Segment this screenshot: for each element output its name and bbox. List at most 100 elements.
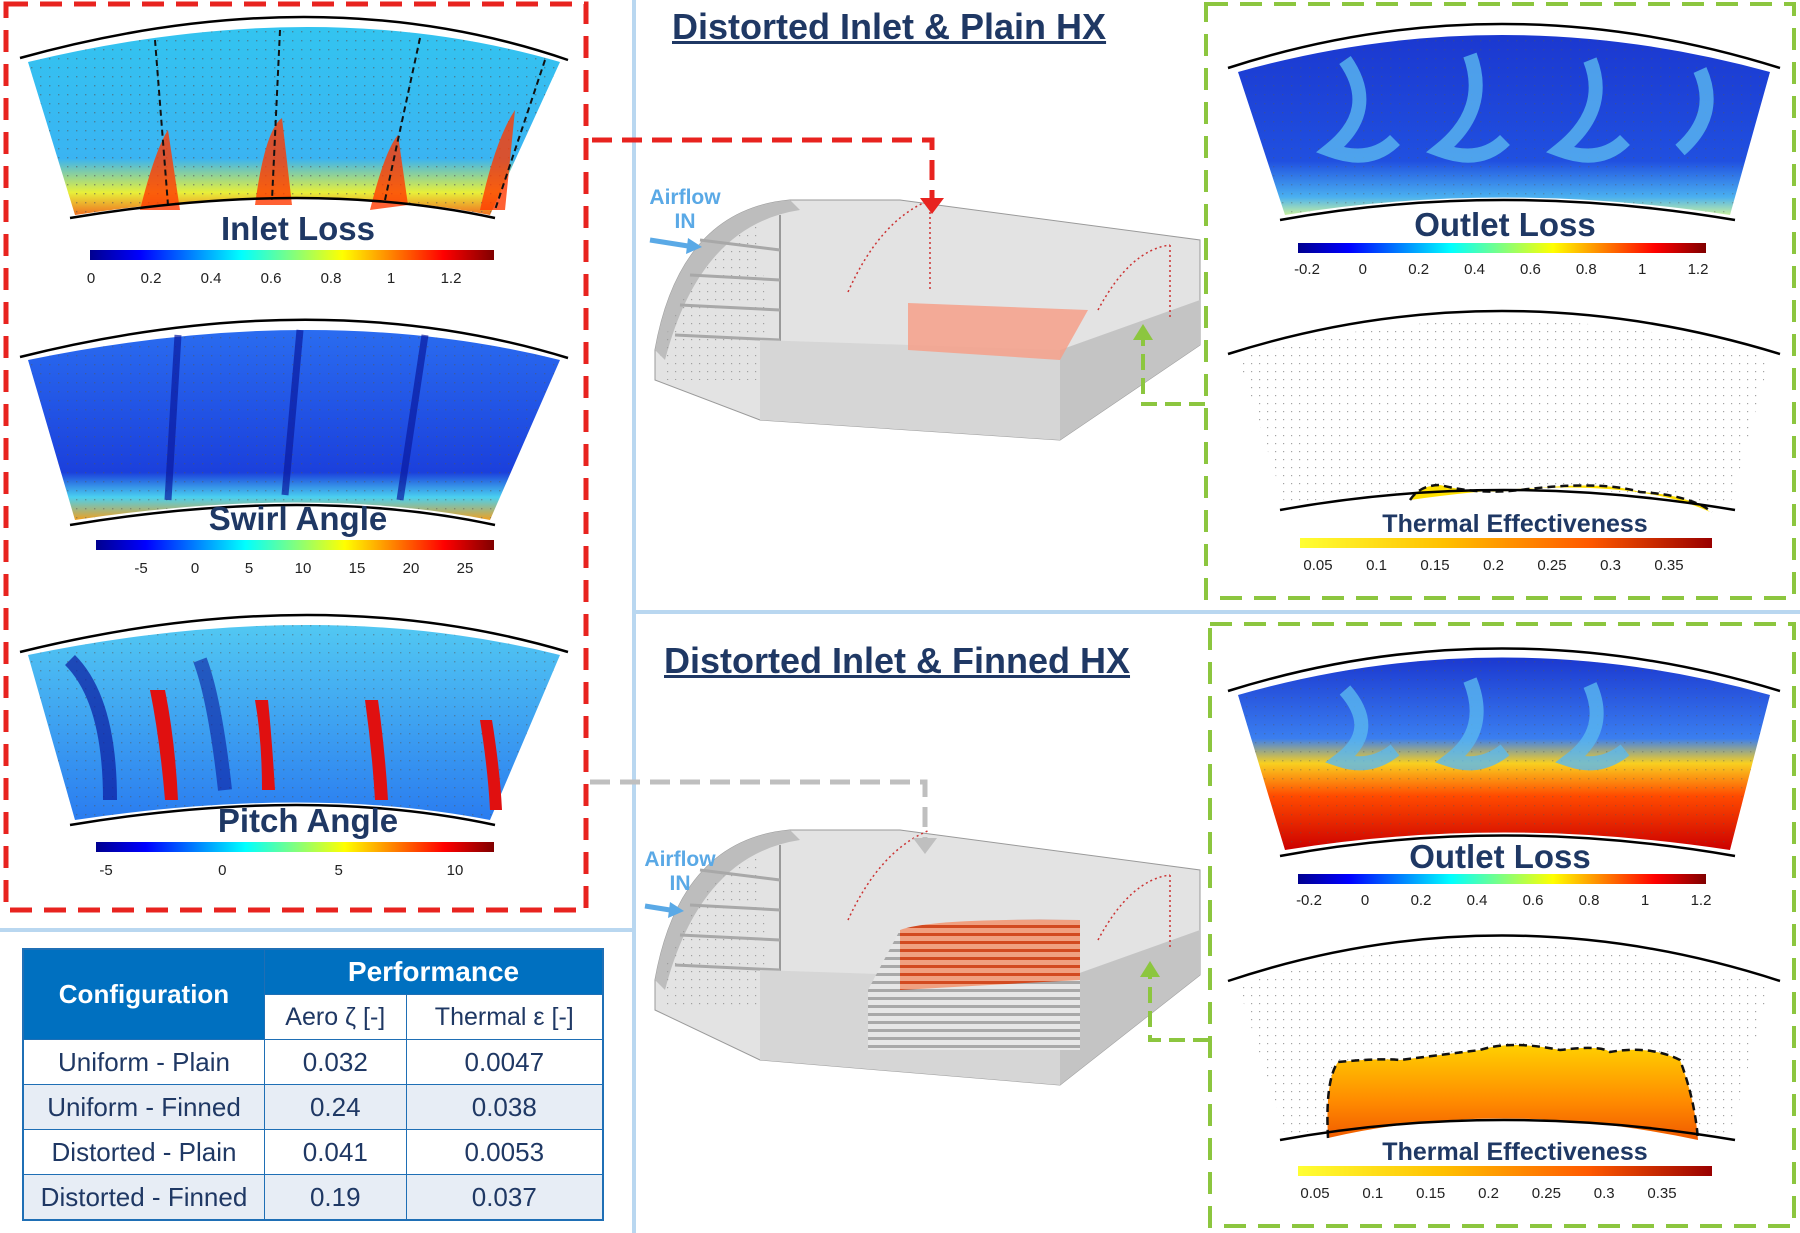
- table-row: Distorted - Plain 0.041 0.0053: [22, 1129, 604, 1175]
- table-row: Uniform - Plain 0.032 0.0047: [22, 1039, 604, 1085]
- colorbar-tick-label: 25: [457, 560, 474, 577]
- finned-outlet-loss-colorbar: [1298, 874, 1706, 884]
- plain-thermal-colorbar: [1300, 538, 1712, 548]
- inlet-loss-colorbar: [90, 250, 494, 260]
- colorbar-tick-label: 0.1: [1366, 557, 1387, 574]
- colorbar-tick-label: 0: [191, 560, 199, 577]
- pitch-angle-colorbar: [96, 842, 494, 852]
- colorbar-tick-label: 0: [218, 862, 226, 879]
- plain-thermal-contour: [1227, 309, 1781, 513]
- finned-airflow-arrowhead: [668, 902, 684, 918]
- header-thermal: Thermal ε [-]: [405, 994, 604, 1040]
- finned-thermal-ticks: 0.05 0.1 0.15 0.2 0.25 0.3 0.35: [1300, 1185, 1676, 1202]
- row-aero: 0.032: [264, 1039, 407, 1085]
- colorbar-tick-label: 20: [403, 560, 420, 577]
- pitch-angle-ticks: -5 0 5 10: [99, 862, 463, 879]
- colorbar-tick-label: 0.8: [1576, 261, 1597, 278]
- colorbar-tick-label: -5: [99, 862, 112, 879]
- row-thermal: 0.0053: [405, 1129, 604, 1175]
- finned-outlet-connector: [1148, 975, 1209, 1042]
- pitch-angle-contour: [19, 613, 569, 827]
- row-config: Uniform - Plain: [22, 1039, 265, 1085]
- plain-section-title: Distorted Inlet & Plain HX: [672, 6, 1107, 47]
- swirl-angle-title: Swirl Angle: [209, 500, 387, 537]
- finned-outlet-loss-contour: [1227, 647, 1781, 858]
- colorbar-tick-label: 0.2: [1408, 261, 1429, 278]
- colorbar-tick-label: 0.4: [201, 270, 222, 287]
- plain-outlet-frame: [1204, 2, 1796, 600]
- plain-outlet-loss-ticks: -0.2 0 0.2 0.4 0.6 0.8 1 1.2: [1294, 261, 1708, 278]
- colorbar-tick-label: 0.05: [1303, 557, 1332, 574]
- colorbar-tick-label: 0.6: [261, 270, 282, 287]
- colorbar-tick-label: 0.3: [1594, 1185, 1615, 1202]
- colorbar-tick-label: 1.2: [1688, 261, 1709, 278]
- table-row: Uniform - Finned 0.24 0.038: [22, 1084, 604, 1130]
- row-config: Distorted - Finned: [22, 1174, 265, 1221]
- plain-inlet-arrowhead: [920, 198, 944, 214]
- row-config: Distorted - Plain: [22, 1129, 265, 1175]
- header-performance: Performance: [264, 948, 604, 995]
- colorbar-tick-label: 0.25: [1532, 1185, 1561, 1202]
- plain-airflow-in-label: IN: [675, 210, 696, 233]
- finned-hx-geometry: [654, 829, 1201, 1086]
- colorbar-tick-label: 10: [447, 862, 464, 879]
- swirl-angle-ticks: -5 0 5 10 15 20 25: [134, 560, 473, 577]
- colorbar-tick-label: 0.8: [321, 270, 342, 287]
- plain-inlet-connector: [592, 137, 935, 205]
- plain-thermal-title: Thermal Effectiveness: [1382, 510, 1647, 538]
- colorbar-tick-label: 0.8: [1579, 892, 1600, 909]
- colorbar-tick-label: 0.15: [1420, 557, 1449, 574]
- plain-airflow-label: Airflow: [649, 186, 721, 209]
- finned-outlet-arrowhead: [1140, 961, 1160, 977]
- colorbar-tick-label: 0.2: [1478, 1185, 1499, 1202]
- colorbar-tick-label: 0.2: [1411, 892, 1432, 909]
- finned-thermal-contour: [1227, 934, 1781, 1142]
- finned-inlet-arrowhead: [913, 838, 937, 854]
- finned-outlet-frame: [1208, 622, 1796, 1228]
- finned-thermal-colorbar: [1298, 1166, 1712, 1176]
- table-row: Distorted - Finned 0.19 0.037: [22, 1174, 604, 1221]
- finned-outlet-loss-ticks: -0.2 0 0.2 0.4 0.6 0.8 1 1.2: [1296, 892, 1711, 909]
- inlet-loss-title: Inlet Loss: [221, 210, 375, 247]
- row-thermal: 0.0047: [405, 1039, 604, 1085]
- row-aero: 0.24: [264, 1084, 407, 1130]
- performance-table: Configuration Performance Aero ζ [-] The…: [22, 948, 604, 1221]
- plain-outlet-arrowhead: [1133, 324, 1153, 340]
- header-configuration: Configuration: [22, 948, 265, 1040]
- finned-airflow-in-label: IN: [670, 872, 691, 895]
- colorbar-tick-label: 0.4: [1464, 261, 1485, 278]
- finned-airflow-label: Airflow: [644, 848, 716, 871]
- colorbar-tick-label: 1: [1638, 261, 1646, 278]
- row-thermal: 0.037: [405, 1174, 604, 1221]
- swirl-angle-contour: [19, 318, 569, 527]
- colorbar-tick-label: 1: [1641, 892, 1649, 909]
- plain-outlet-loss-contour: [1227, 22, 1781, 222]
- plain-airflow-arrow: [649, 237, 689, 249]
- colorbar-tick-label: -0.2: [1294, 261, 1320, 278]
- colorbar-tick-label: 0.4: [1467, 892, 1488, 909]
- colorbar-tick-label: 1.2: [441, 270, 462, 287]
- inlet-panel-frame: [3, 1, 589, 913]
- finned-thermal-title: Thermal Effectiveness: [1382, 1138, 1647, 1166]
- colorbar-tick-label: 15: [349, 560, 366, 577]
- finned-airflow-arrow: [644, 903, 671, 913]
- finned-inlet-connector: [590, 779, 928, 840]
- plain-outlet-loss-colorbar: [1298, 243, 1706, 253]
- colorbar-tick-label: -0.2: [1296, 892, 1322, 909]
- colorbar-tick-label: 5: [334, 862, 342, 879]
- colorbar-tick-label: 0.3: [1600, 557, 1621, 574]
- colorbar-tick-label: 0.6: [1520, 261, 1541, 278]
- finned-outlet-loss-title: Outlet Loss: [1409, 838, 1591, 875]
- colorbar-tick-label: 0.25: [1537, 557, 1566, 574]
- plain-hx-geometry: [654, 199, 1201, 441]
- colorbar-tick-label: 0.35: [1647, 1185, 1676, 1202]
- colorbar-tick-label: 0: [1361, 892, 1369, 909]
- colorbar-tick-label: 0: [1359, 261, 1367, 278]
- colorbar-tick-label: 1: [387, 270, 395, 287]
- colorbar-tick-label: 5: [245, 560, 253, 577]
- colorbar-tick-label: 0: [87, 270, 95, 287]
- header-aero: Aero ζ [-]: [264, 994, 407, 1040]
- colorbar-tick-label: -5: [134, 560, 147, 577]
- colorbar-tick-label: 0.35: [1654, 557, 1683, 574]
